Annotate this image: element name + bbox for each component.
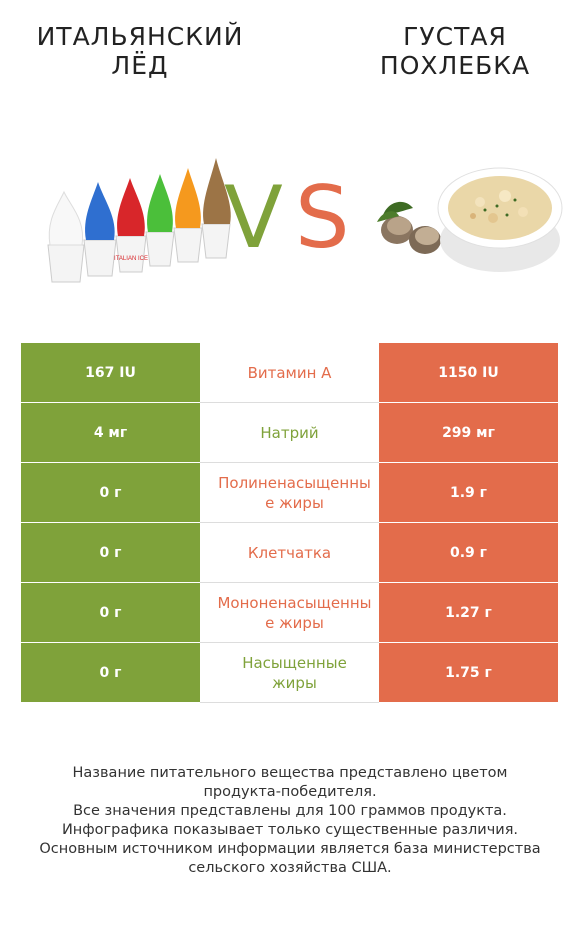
left-title-line1: ИТАЛЬЯНСКИЙ bbox=[36, 22, 244, 51]
ice-cup-blue bbox=[83, 182, 117, 277]
ice-cup-brown bbox=[201, 158, 231, 259]
table-row: 167 IU Витамин A 1150 IU bbox=[21, 343, 558, 403]
ice-cup-green bbox=[145, 174, 175, 267]
footer-line-4: Инфографика показывает только существенн… bbox=[61, 822, 519, 838]
footer-line-2: продукта-победителя. bbox=[203, 784, 377, 800]
left-value-cell: 0 г bbox=[21, 583, 200, 643]
left-value-cell: 167 IU bbox=[21, 343, 200, 403]
table-row: 0 г Полиненасыщенны е жиры 1.9 г bbox=[21, 463, 558, 523]
table-row: 0 г Насыщенные жиры 1.75 г bbox=[21, 643, 558, 703]
right-value-cell: 1.75 г bbox=[379, 643, 558, 703]
left-value-cell: 0 г bbox=[21, 463, 200, 523]
right-value-cell: 1150 IU bbox=[379, 343, 558, 403]
footer-notes: Название питательного вещества представл… bbox=[0, 764, 580, 878]
right-title-line2: ПОХЛЕБКА bbox=[379, 51, 531, 80]
table-row: 0 г Клетчатка 0.9 г bbox=[21, 523, 558, 583]
nutrient-name-cell: Витамин A bbox=[200, 343, 379, 403]
right-value-cell: 1.9 г bbox=[379, 463, 558, 523]
clams-and-parsley bbox=[377, 201, 441, 254]
ice-cup-orange bbox=[173, 168, 203, 263]
table-row: 4 мг Натрий 299 мг bbox=[21, 403, 558, 463]
ice-cup-white bbox=[47, 190, 85, 283]
footer-line-6: сельского хозяйства США. bbox=[188, 860, 392, 876]
left-value-cell: 0 г bbox=[21, 643, 200, 703]
chowder-bowl bbox=[437, 167, 563, 272]
right-value-cell: 0.9 г bbox=[379, 523, 558, 583]
ice-cup-red: ITALIAN ICE bbox=[114, 178, 148, 273]
right-title-line1: ГУСТАЯ bbox=[403, 22, 507, 51]
comparison-table: 167 IU Витамин A 1150 IU 4 мг Натрий 299 мг 0 … bbox=[21, 343, 558, 703]
italian-ice-image: ITALIAN ICE bbox=[47, 158, 231, 283]
nutrient-name-cell: Полиненасыщенны е жиры bbox=[200, 463, 379, 523]
footer-line-5: Основным источником информации является … bbox=[39, 841, 541, 857]
nutrient-name-cell: Клетчатка bbox=[200, 523, 379, 583]
right-value-cell: 1.27 г bbox=[379, 583, 558, 643]
right-product-title: ГУСТАЯ ПОХЛЕБКА bbox=[340, 22, 570, 80]
left-value-cell: 4 мг bbox=[21, 403, 200, 463]
footer-line-1: Название питательного вещества представл… bbox=[72, 765, 508, 781]
chowder-image bbox=[377, 167, 563, 272]
nutrient-name-cell: Натрий bbox=[200, 403, 379, 463]
nutrient-name-cell: Мононенасыщенны е жиры bbox=[200, 583, 379, 643]
nutrient-name-cell: Насыщенные жиры bbox=[200, 643, 379, 703]
vs-letter-v: V bbox=[224, 168, 283, 268]
right-value-cell: 299 мг bbox=[379, 403, 558, 463]
left-product-title: ИТАЛЬЯНСКИЙ ЛЁД bbox=[20, 22, 260, 80]
table-row: 0 г Мононенасыщенны е жиры 1.27 г bbox=[21, 583, 558, 643]
left-title-line2: ЛЁД bbox=[111, 51, 169, 80]
left-value-cell: 0 г bbox=[21, 523, 200, 583]
vs-letter-s: S bbox=[295, 168, 350, 268]
footer-line-3: Все значения представлены для 100 граммо… bbox=[73, 803, 507, 819]
svg-text:ITALIAN ICE: ITALIAN ICE bbox=[114, 256, 148, 262]
